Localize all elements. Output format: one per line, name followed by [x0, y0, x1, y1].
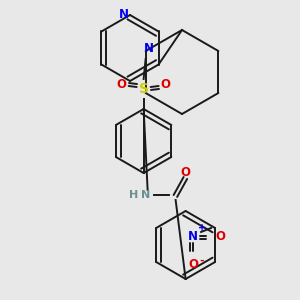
Text: H: H [129, 190, 138, 200]
Text: O: O [215, 230, 225, 242]
Text: O: O [117, 77, 127, 91]
Text: +: + [198, 223, 206, 233]
Text: O: O [160, 77, 171, 91]
Text: S: S [139, 82, 148, 96]
Text: N: N [119, 8, 129, 22]
Text: -: - [200, 256, 204, 266]
Text: O: O [181, 166, 190, 178]
Text: O: O [188, 259, 198, 272]
Text: N: N [188, 230, 198, 242]
Text: N: N [144, 43, 154, 56]
Text: N: N [141, 190, 150, 200]
